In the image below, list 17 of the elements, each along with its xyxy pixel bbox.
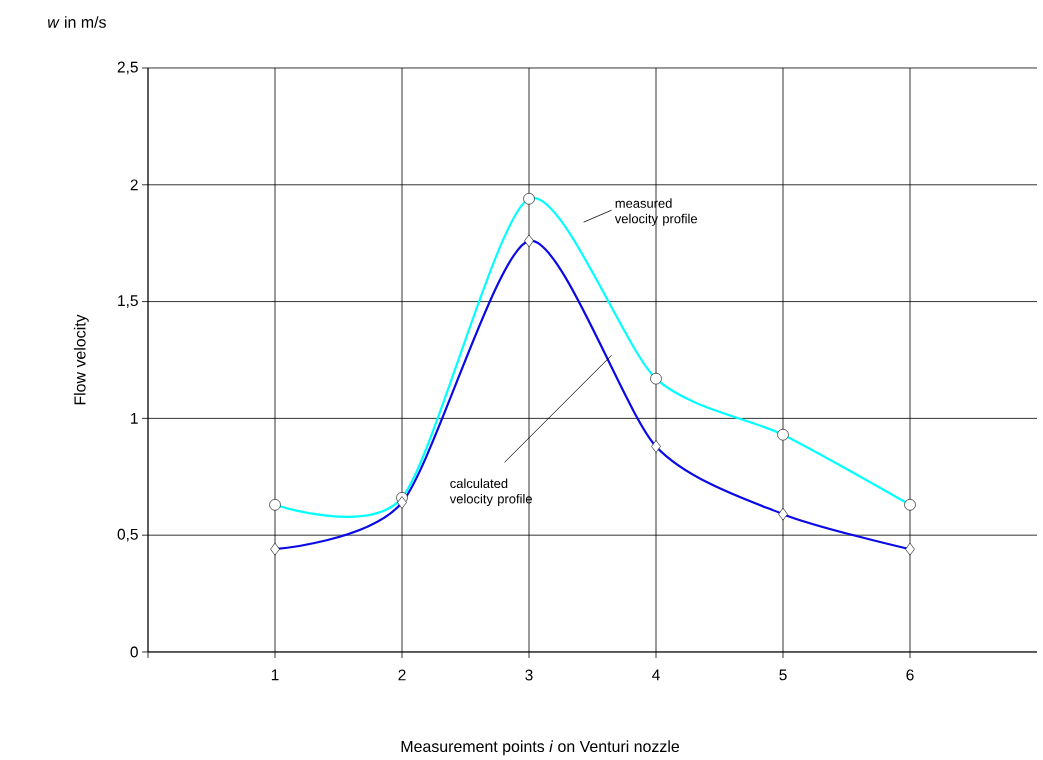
y-tick-label: 0 bbox=[130, 646, 138, 658]
legend-label: measured velocity profile bbox=[614, 198, 697, 226]
x-tick-label: 3 bbox=[525, 669, 533, 681]
y-tick-label: 2 bbox=[130, 179, 138, 191]
x-tick-label: 4 bbox=[652, 669, 660, 681]
y-tick-label: 1 bbox=[131, 413, 138, 424]
y-tick-label: 0,5 bbox=[117, 528, 138, 542]
x-tick-label: 2 bbox=[398, 669, 406, 681]
x-tick-label: 1 bbox=[271, 669, 279, 681]
y-tick-label: 2,5 bbox=[117, 61, 138, 75]
text: calculated velocity profile bbox=[449, 478, 532, 507]
x-tick-label: 5 bbox=[779, 669, 787, 681]
x-tick-label: 6 bbox=[906, 669, 914, 681]
y-axis-title: Flow velocity bbox=[73, 314, 89, 405]
x-axis-title: Measurement points i on Venturi nozzle bbox=[401, 740, 680, 756]
y-tick-label: 1,5 bbox=[118, 295, 138, 308]
text: w in m/s bbox=[48, 16, 106, 28]
